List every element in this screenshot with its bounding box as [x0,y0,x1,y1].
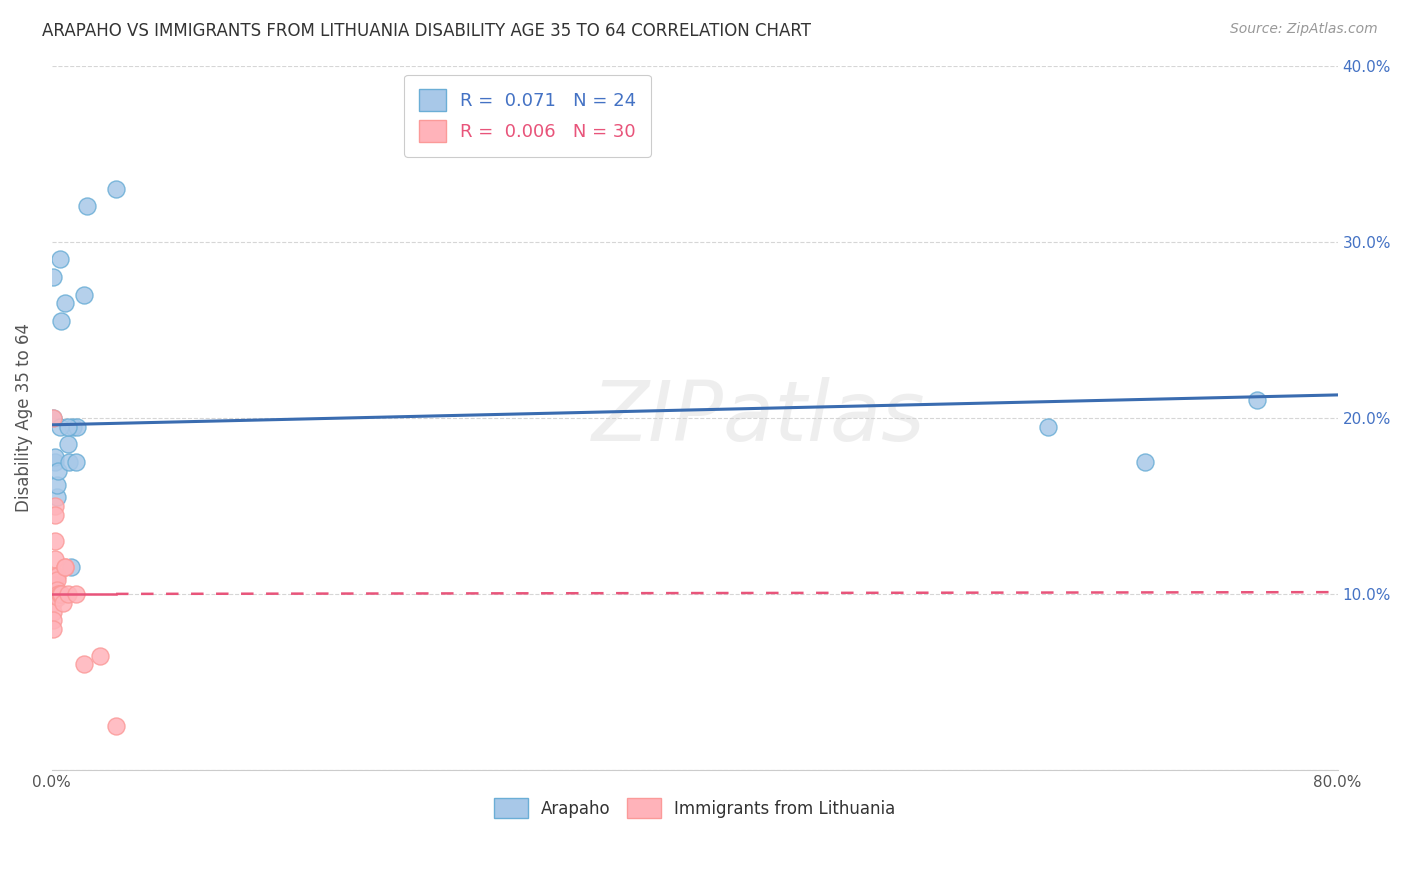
Point [105,182,128,196]
Point [42,410,65,425]
Point [56,587,79,601]
Point [45,477,67,491]
Point [45,490,67,504]
Point [89,648,111,663]
Point [46,464,69,478]
Point [105,719,128,733]
Point [1038,419,1060,434]
Point [49,419,72,434]
Point [44,499,66,513]
Point [44,450,66,464]
Point [49,587,72,601]
Point [44,578,66,592]
Point [65,587,87,601]
Point [44,551,66,566]
Point [76,199,98,213]
Point [1133,455,1156,469]
Point [46,591,69,605]
Point [53,560,76,574]
Point [49,252,72,267]
Point [66,419,89,434]
Point [52,596,75,610]
Text: ZIPatlas: ZIPatlas [592,377,925,458]
Point [44,569,66,583]
Point [58,455,80,469]
Point [60,560,83,574]
Point [44,455,66,469]
Point [42,410,65,425]
Point [44,508,66,522]
Point [46,587,69,601]
Point [42,605,65,619]
Text: Source: ZipAtlas.com: Source: ZipAtlas.com [1230,22,1378,37]
Point [45,583,67,598]
Point [42,269,65,284]
Point [51,587,73,601]
Point [62,419,84,434]
Y-axis label: Disability Age 35 to 64: Disability Age 35 to 64 [15,323,32,512]
Point [73,287,96,301]
Point [51,314,73,328]
Point [42,622,65,636]
Point [56,419,79,434]
Point [53,296,76,310]
Legend: Arapaho, Immigrants from Lithuania: Arapaho, Immigrants from Lithuania [488,791,901,825]
Point [42,596,65,610]
Point [45,569,67,583]
Point [73,657,96,672]
Point [44,534,66,549]
Point [53,560,76,574]
Point [42,587,65,601]
Point [42,613,65,627]
Point [45,573,67,587]
Point [49,587,72,601]
Point [51,587,73,601]
Point [65,455,87,469]
Point [42,578,65,592]
Point [56,437,79,451]
Point [1246,393,1268,408]
Text: ARAPAHO VS IMMIGRANTS FROM LITHUANIA DISABILITY AGE 35 TO 64 CORRELATION CHART: ARAPAHO VS IMMIGRANTS FROM LITHUANIA DIS… [42,22,811,40]
